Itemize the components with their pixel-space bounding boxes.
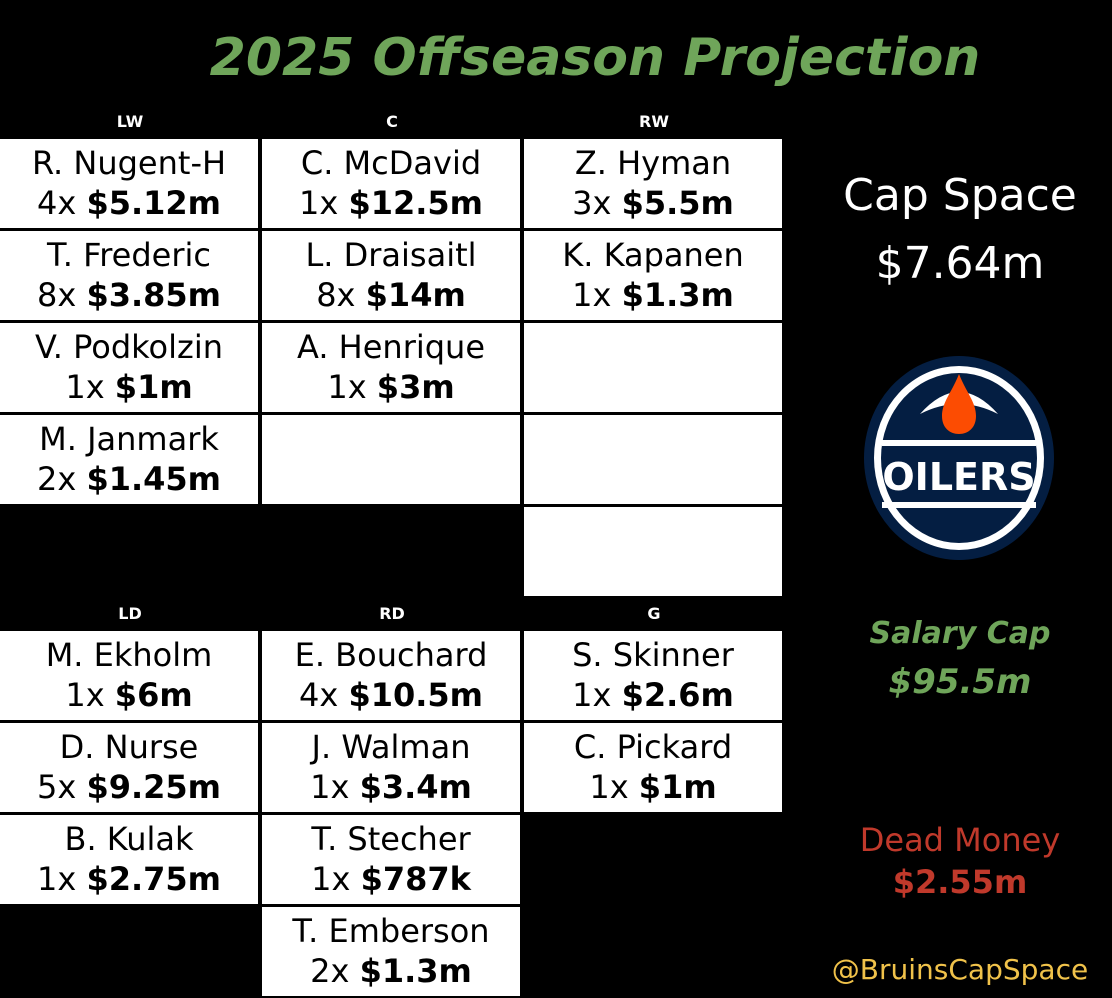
cap-space-value: $7.64m (875, 238, 1045, 289)
player-contract: 1x $6m (65, 676, 193, 714)
player-card-lw-1: R. Nugent-H 4x $5.12m (0, 139, 258, 228)
header-g: G (647, 604, 661, 623)
player-contract: 8x $3.85m (36, 276, 222, 314)
player-name: A. Henrique (296, 328, 486, 366)
player-name: B. Kulak (64, 820, 194, 858)
player-contract: 1x $1.3m (572, 276, 734, 314)
player-contract: 5x $9.25m (36, 768, 222, 806)
player-name: L. Draisaitl (305, 236, 477, 274)
page-title: 2025 Offseason Projection (209, 28, 981, 88)
dead-money-label: Dead Money (859, 821, 1061, 859)
empty-slot-rw-3 (524, 323, 782, 412)
player-contract: 4x $5.12m (36, 184, 222, 222)
empty-slot-rw-4 (524, 415, 782, 504)
player-name: C. Pickard (573, 728, 733, 766)
player-name: E. Bouchard (294, 636, 488, 674)
player-contract: 8x $14m (316, 276, 466, 314)
player-contract: 2x $1.45m (36, 460, 222, 498)
player-name: Z. Hyman (574, 144, 732, 182)
player-card-rd-1: E. Bouchard 4x $10.5m (262, 631, 520, 720)
header-lw: LW (116, 112, 144, 131)
empty-slot-rw-5 (524, 507, 782, 596)
player-contract: 3x $5.5m (572, 184, 734, 222)
player-name: S. Skinner (572, 636, 734, 674)
player-contract: 1x $3m (327, 368, 455, 406)
player-card-g-1: S. Skinner 1x $2.6m (524, 631, 782, 720)
player-contract: 1x $787k (311, 860, 471, 898)
player-name: D. Nurse (59, 728, 199, 766)
player-card-lw-3: V. Podkolzin 1x $1m (0, 323, 258, 412)
player-name: V. Podkolzin (35, 328, 223, 366)
player-name: M. Ekholm (45, 636, 213, 674)
player-contract: 1x $1m (65, 368, 193, 406)
player-contract: 1x $12.5m (298, 184, 484, 222)
player-card-c-1: C. McDavid 1x $12.5m (262, 139, 520, 228)
player-name: T. Frederic (47, 236, 211, 274)
cap-space-label: Cap Space (843, 170, 1077, 221)
twitter-handle: @BruinsCapSpace (831, 953, 1089, 986)
player-name: C. McDavid (300, 144, 482, 182)
player-card-c-3: A. Henrique 1x $3m (262, 323, 520, 412)
player-card-lw-4: M. Janmark 2x $1.45m (0, 415, 258, 504)
player-card-rw-1: Z. Hyman 3x $5.5m (524, 139, 782, 228)
player-card-rd-2: J. Walman 1x $3.4m (262, 723, 520, 812)
player-name: T. Stecher (311, 820, 471, 858)
header-c: C (386, 112, 398, 131)
empty-slot-c-4 (262, 415, 520, 504)
player-contract: 1x $3.4m (310, 768, 472, 806)
player-name: M. Janmark (39, 420, 219, 458)
player-contract: 1x $1m (589, 768, 717, 806)
player-contract: 1x $2.6m (572, 676, 734, 714)
oilers-logo-icon: OILERS (864, 356, 1054, 560)
player-contract: 4x $10.5m (298, 676, 484, 714)
dead-money-value: $2.55m (892, 863, 1028, 901)
player-card-g-2: C. Pickard 1x $1m (524, 723, 782, 812)
header-rw: RW (639, 112, 669, 131)
player-card-ld-2: D. Nurse 5x $9.25m (0, 723, 258, 812)
salary-cap-label: Salary Cap (869, 616, 1051, 651)
header-ld: LD (118, 604, 142, 623)
player-card-rd-4: T. Emberson 2x $1.3m (262, 907, 520, 996)
player-contract: 1x $2.75m (36, 860, 222, 898)
player-card-rw-2: K. Kapanen 1x $1.3m (524, 231, 782, 320)
oilers-logo-text: OILERS (882, 455, 1035, 499)
header-rd: RD (379, 604, 405, 623)
player-card-c-2: L. Draisaitl 8x $14m (262, 231, 520, 320)
player-card-ld-1: M. Ekholm 1x $6m (0, 631, 258, 720)
player-card-ld-3: B. Kulak 1x $2.75m (0, 815, 258, 904)
player-card-rd-3: T. Stecher 1x $787k (262, 815, 520, 904)
player-card-lw-2: T. Frederic 8x $3.85m (0, 231, 258, 320)
player-name: K. Kapanen (562, 236, 744, 274)
player-contract: 2x $1.3m (310, 952, 472, 990)
player-name: R. Nugent-H (31, 144, 227, 182)
player-name: J. Walman (311, 728, 471, 766)
player-name: T. Emberson (292, 912, 490, 950)
salary-cap-value: $95.5m (888, 662, 1032, 702)
